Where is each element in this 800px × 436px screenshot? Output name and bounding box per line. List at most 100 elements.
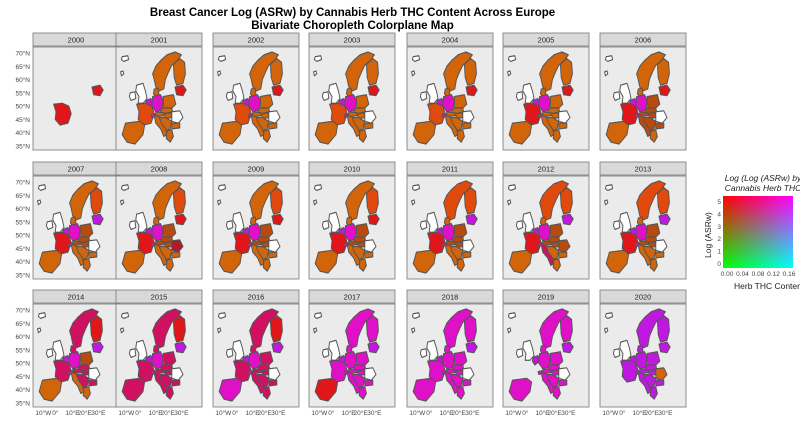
country-iceland — [411, 55, 421, 63]
country-bulgaria — [171, 122, 181, 130]
europe-map — [120, 180, 187, 274]
country-greece — [262, 129, 271, 143]
facet-strip — [308, 32, 396, 47]
country-ireland — [321, 348, 330, 358]
country-finland — [365, 58, 379, 86]
country-ireland — [45, 348, 54, 358]
country-baltics — [561, 213, 574, 226]
country-greece — [358, 386, 367, 400]
y-tick-label: 70°N — [15, 179, 30, 187]
country-poland — [162, 223, 177, 238]
country-faroe — [217, 327, 222, 334]
country-bulgaria — [268, 122, 278, 130]
country-bulgaria — [268, 251, 278, 259]
country-iceland — [37, 184, 47, 192]
country-iceland — [604, 184, 614, 192]
country-iceland — [120, 184, 130, 192]
legend-y-tick: 4 — [717, 211, 721, 218]
country-iceland — [313, 312, 323, 320]
facet-2007: 2007 — [32, 161, 120, 280]
x-tick-label: 0° — [52, 409, 59, 417]
country-romania — [462, 367, 475, 381]
country-iberia — [508, 120, 533, 145]
country-ireland — [515, 220, 524, 230]
y-tick-label: 35°N — [15, 272, 30, 280]
country-finland — [559, 315, 573, 343]
country-france — [523, 231, 542, 255]
country-france — [136, 359, 155, 383]
x-tick-label: 10°W — [409, 409, 426, 417]
country-finland — [559, 58, 573, 86]
country-iceland — [217, 184, 227, 192]
europe-map — [217, 308, 284, 402]
country-iceland — [217, 312, 227, 320]
x-tick-label: 20°E — [161, 409, 176, 417]
facet-label: 2007 — [68, 165, 85, 174]
country-faroe — [411, 70, 416, 77]
country-baltics — [91, 213, 104, 226]
country-ireland — [128, 220, 137, 230]
y-tick-label: 50°N — [15, 360, 30, 368]
country-iceland — [313, 55, 323, 63]
country-faroe — [411, 199, 416, 206]
country-bulgaria — [88, 251, 98, 259]
country-france — [620, 102, 639, 126]
x-tick-label: 10°E — [65, 409, 80, 417]
facet-strip — [212, 289, 300, 304]
facet-label: 2005 — [538, 36, 555, 45]
country-benelux — [531, 354, 541, 366]
country-iberia — [38, 249, 63, 274]
x-tick-label: 10°E — [245, 409, 260, 417]
y-tick-label: 40°N — [15, 386, 30, 394]
europe-map — [53, 84, 104, 126]
country-poland — [646, 94, 661, 109]
country-iberia — [314, 249, 339, 274]
country-faroe — [37, 199, 42, 206]
country-greece — [552, 386, 561, 400]
facet-strip — [502, 32, 590, 47]
x-tick-label: 30°E — [174, 409, 189, 417]
facet-2005: 2005 — [502, 32, 590, 151]
country-bulgaria — [655, 122, 665, 130]
country-romania — [462, 239, 475, 253]
country-greece — [456, 258, 465, 272]
country-romania — [268, 239, 281, 253]
x-tick-label: 0° — [135, 409, 142, 417]
country-romania — [171, 367, 184, 381]
x-tick-label: 20°E — [645, 409, 660, 417]
country-bulgaria — [462, 122, 472, 130]
country-ireland — [419, 220, 428, 230]
country-ireland — [419, 91, 428, 101]
facet-label: 2020 — [635, 293, 652, 302]
country-iberia — [314, 120, 339, 145]
y-tick-label: 35°N — [15, 143, 30, 151]
country-finland — [463, 187, 477, 215]
country-baltics — [561, 341, 574, 354]
y-tick-label: 65°N — [15, 320, 30, 328]
facet-2008: 2008 — [115, 161, 203, 280]
country-ireland — [612, 348, 621, 358]
facet-label: 2016 — [248, 293, 265, 302]
y-tick-label: 45°N — [15, 373, 30, 381]
legend-y-tick: 1 — [717, 249, 721, 256]
country-poland — [162, 351, 177, 366]
country-greece — [552, 258, 561, 272]
x-tick-label: 0° — [328, 409, 335, 417]
country-finland — [172, 58, 186, 86]
facet-label: 2013 — [635, 165, 652, 174]
country-faroe — [507, 70, 512, 77]
europe-map — [411, 51, 478, 145]
country-greece — [649, 258, 658, 272]
facet-2017: 2017 — [308, 289, 396, 408]
country-romania — [655, 367, 668, 381]
country-iceland — [604, 312, 614, 320]
country-bulgaria — [268, 379, 278, 387]
x-tick-label: 10°W — [35, 409, 52, 417]
facet-2020: 2020 — [599, 289, 687, 408]
legend-colorplane — [723, 196, 793, 268]
facet-strip — [502, 161, 590, 176]
country-ireland — [225, 220, 234, 230]
x-tick-label: 10°W — [602, 409, 619, 417]
country-romania — [364, 239, 377, 253]
